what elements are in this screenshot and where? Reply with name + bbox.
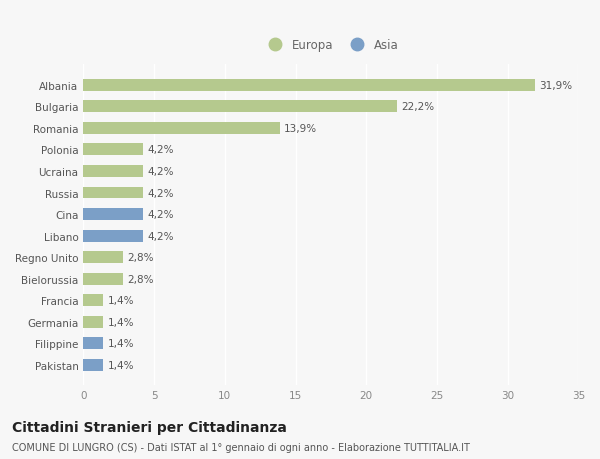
Text: 4,2%: 4,2% [147, 145, 173, 155]
Bar [83, 273, 123, 285]
Bar [83, 230, 143, 242]
Text: 13,9%: 13,9% [284, 123, 317, 134]
Bar [83, 209, 143, 220]
Text: 4,2%: 4,2% [147, 231, 173, 241]
Bar [83, 316, 103, 328]
Bar [83, 144, 143, 156]
Bar [83, 252, 123, 263]
Bar [83, 295, 103, 307]
Bar [83, 101, 397, 113]
Text: 22,2%: 22,2% [401, 102, 435, 112]
Text: Cittadini Stranieri per Cittadinanza: Cittadini Stranieri per Cittadinanza [12, 420, 287, 434]
Text: 1,4%: 1,4% [107, 296, 134, 306]
Text: 4,2%: 4,2% [147, 188, 173, 198]
Bar [83, 338, 103, 349]
Text: 4,2%: 4,2% [147, 167, 173, 177]
Text: 1,4%: 1,4% [107, 317, 134, 327]
Bar [83, 123, 280, 134]
Text: 2,8%: 2,8% [127, 274, 154, 284]
Bar [83, 187, 143, 199]
Text: 2,8%: 2,8% [127, 252, 154, 263]
Text: 4,2%: 4,2% [147, 210, 173, 219]
Bar [83, 359, 103, 371]
Legend: Europa, Asia: Europa, Asia [263, 39, 398, 52]
Text: 1,4%: 1,4% [107, 360, 134, 370]
Bar [83, 166, 143, 178]
Text: COMUNE DI LUNGRO (CS) - Dati ISTAT al 1° gennaio di ogni anno - Elaborazione TUT: COMUNE DI LUNGRO (CS) - Dati ISTAT al 1°… [12, 442, 470, 452]
Bar [83, 80, 535, 91]
Text: 1,4%: 1,4% [107, 339, 134, 348]
Text: 31,9%: 31,9% [539, 81, 572, 90]
